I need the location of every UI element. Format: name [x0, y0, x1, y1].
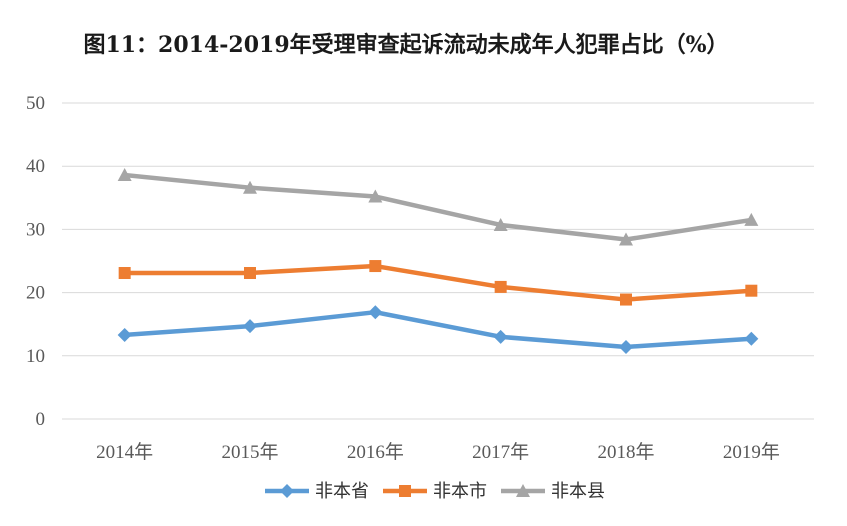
series-3 [117, 168, 759, 246]
gridlines [62, 102, 814, 420]
x-tick-label: 2019年 [723, 441, 780, 463]
legend-marker [516, 484, 530, 497]
data-point [744, 331, 759, 346]
data-point [620, 293, 632, 306]
data-point [244, 267, 256, 280]
y-tick-label: 40 [26, 156, 45, 177]
y-tick-label: 0 [36, 409, 46, 430]
data-point [243, 180, 257, 194]
data-point [117, 168, 132, 182]
y-tick-label: 50 [26, 93, 45, 114]
series-2 [118, 260, 758, 306]
series-1 [117, 305, 759, 354]
series-line [122, 172, 754, 242]
data-point [745, 284, 758, 297]
data-point [368, 189, 383, 203]
data-point [243, 319, 257, 334]
x-tick-label: 2014年 [96, 441, 153, 463]
data-point [368, 305, 383, 320]
legend-marker [399, 485, 411, 497]
legend-marker [280, 484, 294, 498]
data-point [619, 232, 633, 246]
series-line [122, 263, 754, 302]
data-point [744, 212, 759, 226]
y-tick-label: 10 [26, 346, 45, 367]
x-tick-label: 2016年 [347, 441, 404, 463]
series-lines [117, 168, 759, 354]
x-axis-ticks: 2014年 2015年 2016年 2017年 2018年 2019年 [96, 441, 780, 463]
legend-label: 非本省 [315, 481, 369, 502]
x-tick-label: 2015年 [221, 441, 278, 463]
legend-item: 非本县 [501, 481, 605, 502]
data-point [493, 329, 508, 344]
legend-label: 非本市 [433, 481, 487, 502]
data-point [493, 217, 508, 231]
data-point [369, 260, 382, 273]
legend-item: 非本市 [383, 481, 487, 502]
legend-label: 非本县 [551, 481, 605, 502]
data-point [619, 339, 633, 354]
y-axis-ticks: 0 10 20 30 40 50 [26, 93, 45, 430]
y-tick-label: 20 [26, 283, 45, 304]
series-line [122, 309, 754, 350]
data-point [118, 267, 131, 280]
legend: 非本省 非本市 非本县 [265, 481, 605, 502]
x-tick-label: 2017年 [472, 441, 529, 463]
data-point [494, 280, 507, 293]
data-point [117, 327, 132, 342]
chart-title: 图11：2014-2019年受理审查起诉流动未成年人犯罪占比（%） [83, 32, 728, 58]
y-tick-label: 30 [26, 219, 45, 240]
legend-item: 非本省 [265, 481, 369, 502]
x-tick-label: 2018年 [597, 441, 654, 463]
